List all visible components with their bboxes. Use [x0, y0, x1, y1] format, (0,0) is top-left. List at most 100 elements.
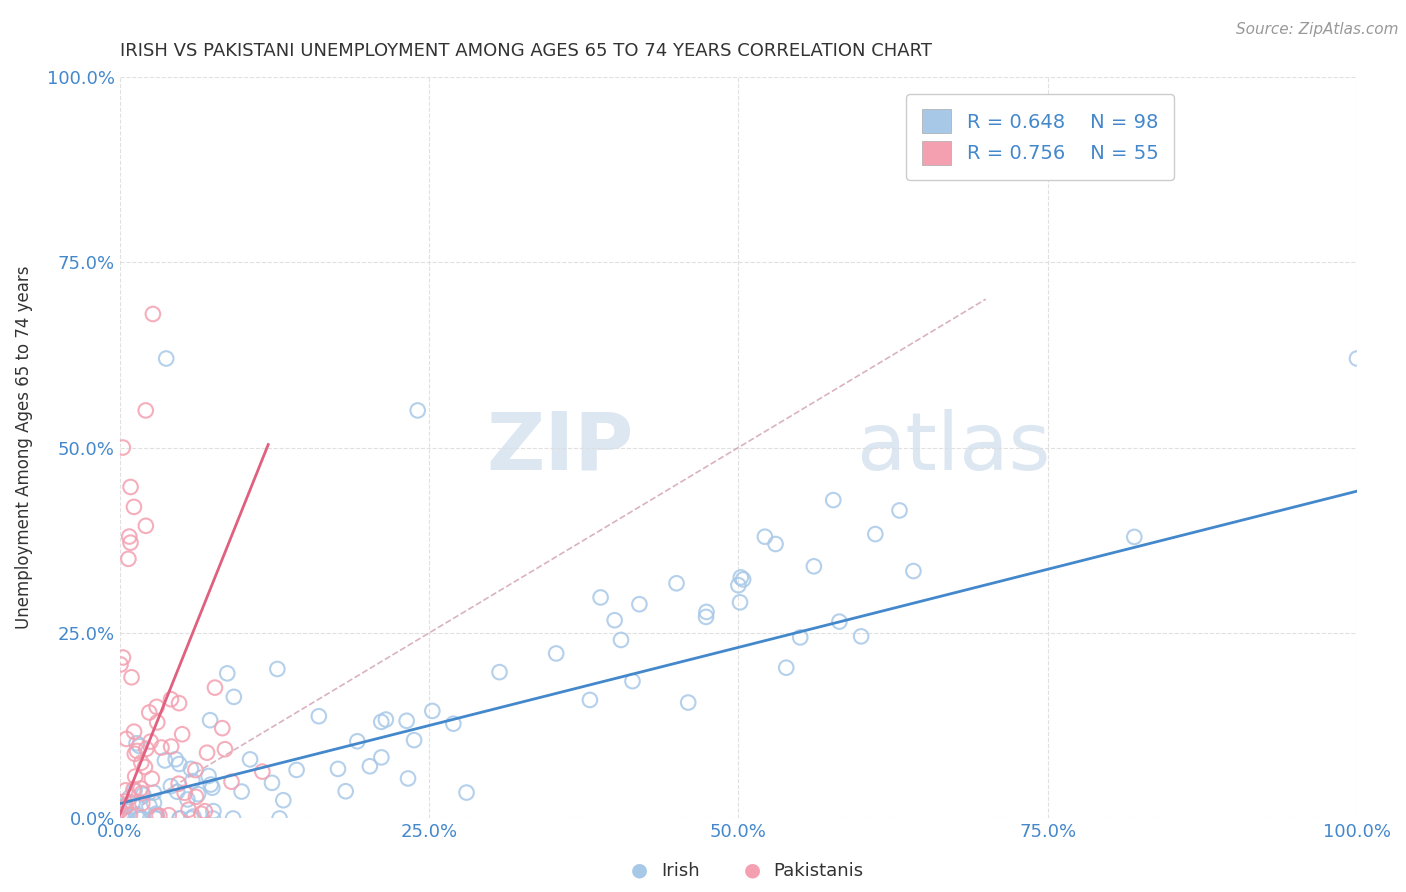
Point	[260, 776, 283, 790]
Point	[110, 804, 132, 818]
Point	[127, 812, 149, 826]
Point	[121, 796, 143, 810]
Point	[128, 812, 150, 826]
Point	[198, 713, 221, 727]
Point	[122, 724, 145, 739]
Point	[115, 812, 138, 826]
Point	[124, 747, 146, 761]
Point	[173, 786, 195, 800]
Point	[176, 792, 198, 806]
Point	[733, 573, 755, 587]
Point	[1123, 530, 1146, 544]
Point	[285, 763, 308, 777]
Point	[1346, 351, 1368, 366]
Point	[111, 806, 134, 821]
Point	[222, 690, 245, 704]
Point	[124, 770, 146, 784]
Point	[114, 799, 136, 814]
Point	[145, 807, 167, 822]
Point	[828, 615, 851, 629]
Point	[121, 670, 143, 684]
Point	[695, 605, 717, 619]
Point	[695, 610, 717, 624]
Point	[180, 762, 202, 776]
Point	[111, 650, 134, 665]
Point	[118, 790, 141, 805]
Point	[118, 808, 141, 822]
Point	[160, 779, 183, 793]
Text: Pakistanis: Pakistanis	[773, 862, 863, 880]
Text: Irish: Irish	[661, 862, 699, 880]
Point	[610, 632, 633, 647]
Point	[169, 812, 191, 826]
Point	[239, 752, 262, 766]
Point	[110, 657, 132, 672]
Point	[754, 530, 776, 544]
Point	[326, 762, 349, 776]
Point	[849, 629, 872, 643]
Point	[142, 796, 165, 810]
Point	[160, 739, 183, 754]
Point	[145, 812, 167, 826]
Point	[201, 780, 224, 795]
Point	[395, 714, 418, 728]
Point	[139, 734, 162, 748]
Point	[148, 808, 170, 822]
Point	[120, 480, 142, 494]
Point	[628, 597, 651, 611]
Point	[117, 551, 139, 566]
Point	[222, 812, 245, 826]
Point	[131, 756, 153, 770]
Point	[112, 800, 135, 814]
Point	[621, 674, 644, 689]
Point	[166, 785, 188, 799]
Point	[169, 812, 191, 826]
Point	[727, 578, 749, 592]
Point	[214, 742, 236, 756]
Point	[195, 746, 218, 760]
Point	[131, 812, 153, 826]
Point	[589, 591, 612, 605]
Point	[131, 797, 153, 811]
Point	[142, 307, 165, 321]
Point	[269, 812, 291, 826]
Point	[803, 559, 825, 574]
Text: atlas: atlas	[856, 409, 1050, 486]
Point	[114, 783, 136, 797]
Point	[374, 713, 396, 727]
Point	[125, 736, 148, 750]
Point	[129, 812, 152, 826]
Point	[346, 734, 368, 748]
Point	[142, 786, 165, 800]
Point	[150, 740, 173, 755]
Point	[167, 777, 190, 791]
Point	[889, 503, 911, 517]
Point	[125, 807, 148, 822]
Point	[145, 806, 167, 821]
Point	[271, 793, 294, 807]
Point	[190, 806, 212, 821]
Point	[124, 783, 146, 797]
Point	[728, 595, 751, 609]
Point	[200, 778, 222, 792]
Point	[204, 681, 226, 695]
Point	[187, 787, 209, 801]
Point	[865, 527, 887, 541]
Point	[155, 351, 177, 366]
Point	[131, 786, 153, 800]
Point	[114, 798, 136, 813]
Point	[177, 803, 200, 817]
Point	[546, 647, 568, 661]
Point	[120, 535, 142, 549]
Point	[406, 403, 429, 417]
Point	[135, 741, 157, 756]
Point	[335, 784, 357, 798]
Point	[145, 812, 167, 826]
Text: ●: ●	[631, 861, 648, 880]
Legend: R = 0.648    N = 98, R = 0.756    N = 55: R = 0.648 N = 98, R = 0.756 N = 55	[907, 94, 1174, 180]
Point	[308, 709, 330, 723]
Point	[665, 576, 688, 591]
Point	[160, 692, 183, 706]
Point	[165, 752, 187, 766]
Point	[128, 739, 150, 753]
